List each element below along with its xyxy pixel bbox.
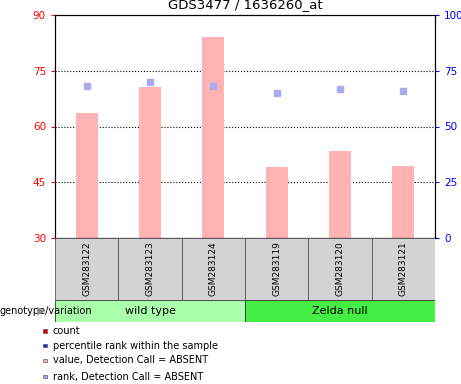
Bar xyxy=(43,329,47,333)
Text: GSM283124: GSM283124 xyxy=(209,241,218,296)
Bar xyxy=(76,114,98,238)
Bar xyxy=(43,344,47,348)
Text: wild type: wild type xyxy=(124,306,176,316)
Bar xyxy=(245,300,435,322)
Text: GSM283119: GSM283119 xyxy=(272,241,281,296)
Point xyxy=(210,83,217,89)
Text: ▶: ▶ xyxy=(37,306,46,316)
Bar xyxy=(118,238,182,300)
Bar xyxy=(372,238,435,300)
Bar xyxy=(329,151,351,238)
Bar xyxy=(392,166,414,238)
Text: value, Detection Call = ABSENT: value, Detection Call = ABSENT xyxy=(53,356,208,366)
Point xyxy=(273,90,280,96)
Bar xyxy=(245,238,308,300)
Bar xyxy=(308,238,372,300)
Text: GSM283120: GSM283120 xyxy=(336,241,344,296)
Text: GSM283123: GSM283123 xyxy=(146,241,154,296)
Text: percentile rank within the sample: percentile rank within the sample xyxy=(53,341,218,351)
Text: rank, Detection Call = ABSENT: rank, Detection Call = ABSENT xyxy=(53,372,203,382)
Point xyxy=(400,88,407,94)
Bar xyxy=(202,37,225,238)
Bar xyxy=(182,238,245,300)
Text: genotype/variation: genotype/variation xyxy=(0,306,93,316)
Bar xyxy=(139,88,161,238)
Point xyxy=(146,79,154,85)
Bar xyxy=(266,167,288,238)
Bar xyxy=(43,359,47,362)
Bar xyxy=(43,375,47,378)
Text: count: count xyxy=(53,326,81,336)
Text: Zelda null: Zelda null xyxy=(312,306,368,316)
Bar xyxy=(55,238,118,300)
Text: GSM283122: GSM283122 xyxy=(82,241,91,296)
Bar xyxy=(55,300,245,322)
Title: GDS3477 / 1636260_at: GDS3477 / 1636260_at xyxy=(168,0,322,11)
Point xyxy=(83,83,90,89)
Text: GSM283121: GSM283121 xyxy=(399,241,408,296)
Point xyxy=(337,86,344,92)
